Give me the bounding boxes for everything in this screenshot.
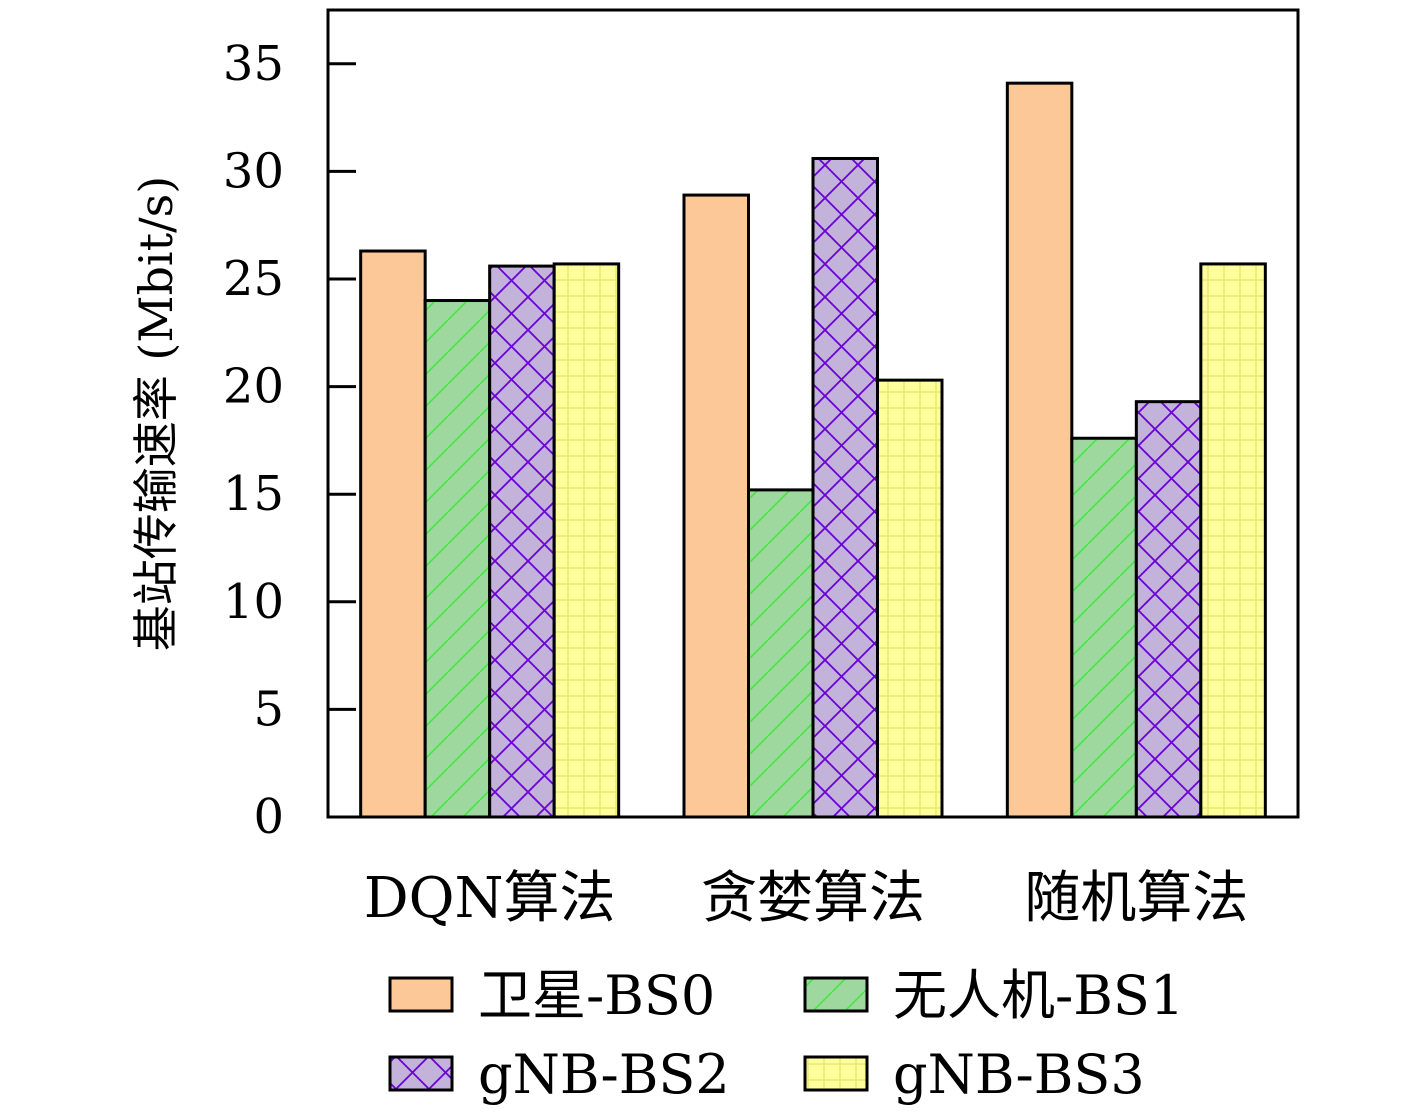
bars [359, 81, 1267, 819]
y-tick-label: 5 [253, 681, 284, 737]
x-tick-label: DQN算法 [364, 866, 616, 931]
y-tick-label: 30 [223, 143, 284, 199]
y-tick-label: 15 [223, 466, 284, 522]
legend-label: 无人机-BS1 [893, 964, 1184, 1027]
bar-bs2-3 [1134, 400, 1203, 819]
legend-item-bs3: gNB-BS3 [803, 1043, 1145, 1106]
bar-bs0-1 [359, 249, 427, 819]
y-axis-label: 基站传输速率 (Mbit/s) [129, 176, 183, 651]
bar-bs0-3 [1005, 81, 1074, 819]
legend-swatch [803, 976, 869, 1013]
legend-item-bs1: 无人机-BS1 [803, 964, 1184, 1027]
legend-item-bs2: gNB-BS2 [388, 1043, 730, 1106]
bar-bs3-1 [552, 262, 621, 819]
legend-label: 卫星-BS0 [478, 964, 715, 1027]
legend: 卫星-BS0 无人机-BS1 gNB-BS2 gNB-BS3 [388, 964, 1184, 1106]
legend-swatch [388, 1055, 454, 1092]
legend-label: gNB-BS2 [478, 1043, 730, 1106]
bar-bs2-1 [488, 264, 556, 819]
y-tick-label: 0 [253, 789, 284, 845]
bar-bs1-3 [1070, 436, 1138, 819]
bar-bs3-3 [1199, 262, 1267, 819]
x-axis-labels: DQN算法 贪婪算法 随机算法 [364, 866, 1249, 931]
legend-label: gNB-BS3 [893, 1043, 1145, 1106]
bar-bs1-1 [423, 299, 492, 819]
y-tick-label: 35 [223, 36, 284, 92]
bar-bs2-2 [811, 156, 879, 819]
y-axis: 0 5 10 15 20 25 30 35 [223, 36, 356, 845]
legend-swatch [388, 976, 454, 1013]
x-tick-label: 随机算法 [1024, 866, 1248, 931]
bar-bs0-2 [682, 193, 750, 819]
y-tick-label: 10 [223, 574, 284, 630]
bar-bs1-2 [747, 488, 815, 819]
x-tick-label: 贪婪算法 [701, 866, 925, 931]
legend-swatch [803, 1055, 869, 1092]
plot-frame [326, 8, 1300, 819]
y-tick-label: 20 [223, 359, 284, 415]
legend-item-bs0: 卫星-BS0 [388, 964, 715, 1027]
bar-bs3-2 [876, 378, 944, 819]
y-tick-label: 25 [223, 251, 284, 307]
